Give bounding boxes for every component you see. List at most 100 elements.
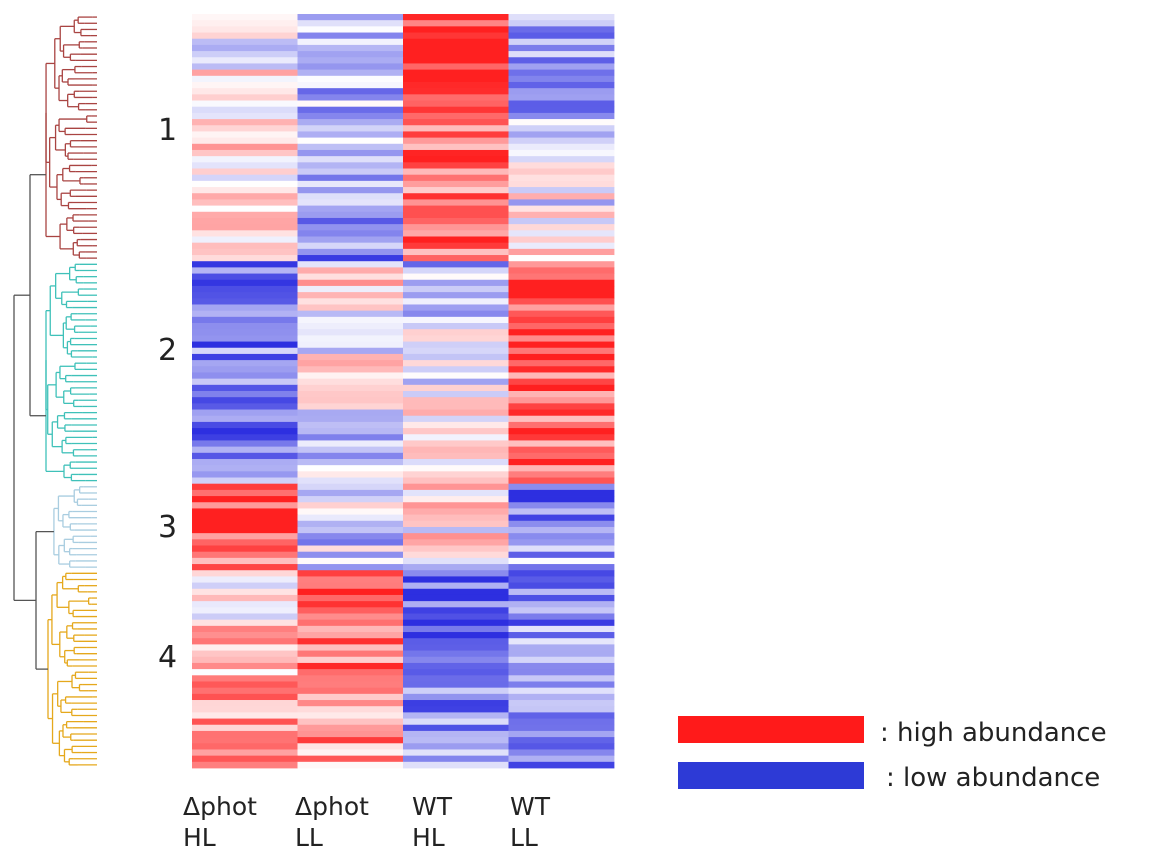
heatmap-cell: [192, 248, 298, 256]
heatmap-cell: [508, 32, 615, 40]
heatmap-cell: [297, 520, 404, 528]
heatmap-cell: [192, 32, 298, 40]
heatmap-cell: [297, 329, 404, 336]
heatmap-cell: [192, 162, 298, 169]
heatmap-cell: [403, 205, 509, 213]
heatmap-cell: [192, 520, 298, 528]
heatmap-cell: [508, 347, 615, 355]
heatmap-cell: [297, 712, 404, 719]
heatmap-cell: [508, 545, 615, 553]
heatmap-cell: [508, 415, 615, 423]
heatmap-cell: [508, 69, 615, 77]
heatmap-cell: [508, 669, 615, 676]
heatmap-cell: [508, 261, 615, 268]
heatmap-cell: [297, 669, 404, 676]
heatmap-cell: [403, 156, 509, 163]
heatmap-cell: [403, 465, 509, 472]
heatmap-cell: [403, 137, 509, 145]
heatmap-cell: [192, 434, 298, 441]
heatmap-cell: [192, 693, 298, 701]
heatmap-cell: [403, 32, 509, 40]
heatmap-cell: [508, 119, 615, 126]
heatmap-cell: [297, 681, 404, 689]
heatmap-cell: [297, 526, 404, 534]
heatmap-cell: [192, 119, 298, 126]
heatmap-cell: [508, 51, 615, 58]
heatmap-cell: [508, 755, 615, 763]
heatmap-cell: [403, 440, 509, 448]
heatmap-cell: [297, 112, 404, 120]
heatmap-cell: [297, 217, 404, 225]
heatmap-cell: [297, 378, 404, 386]
heatmap-cell: [192, 391, 298, 398]
heatmap-cell: [192, 174, 298, 182]
heatmap-cell: [192, 428, 298, 435]
heatmap-cell: [297, 63, 404, 71]
heatmap-cell: [508, 14, 615, 21]
heatmap-cell: [297, 496, 404, 503]
heatmap-cell: [192, 755, 298, 763]
heatmap-cell: [192, 261, 298, 268]
heatmap-cell: [297, 428, 404, 435]
heatmap-cell: [192, 353, 298, 361]
heatmap-cell: [508, 353, 615, 361]
heatmap-cell: [192, 137, 298, 145]
heatmap-cell: [508, 162, 615, 169]
heatmap-cell: [508, 143, 615, 151]
heatmap-cell: [297, 576, 404, 583]
heatmap-cell: [192, 149, 298, 157]
column-label: Δphot: [295, 792, 369, 821]
heatmap-cell: [297, 737, 404, 744]
heatmap-cell: [192, 502, 298, 509]
heatmap-cell: [297, 650, 404, 658]
heatmap-cell: [192, 533, 298, 540]
heatmap-cell: [403, 619, 509, 627]
heatmap-cell: [297, 193, 404, 200]
heatmap-cell: [297, 644, 404, 651]
heatmap-cell: [192, 594, 298, 602]
heatmap-cell: [403, 489, 509, 497]
heatmap-cell: [508, 539, 615, 546]
heatmap-cell: [297, 564, 404, 571]
heatmap-cell: [403, 81, 509, 89]
heatmap-cell: [508, 75, 615, 83]
heatmap-cell: [297, 187, 404, 194]
heatmap-cell: [508, 619, 615, 627]
heatmap-cell: [508, 255, 615, 262]
heatmap-cell: [192, 255, 298, 262]
heatmap-cell: [297, 26, 404, 33]
heatmap-cell: [297, 607, 404, 614]
heatmap-cell: [297, 106, 404, 114]
heatmap-cell: [297, 366, 404, 373]
heatmap-cell: [403, 199, 509, 206]
heatmap-cell: [403, 119, 509, 126]
heatmap-cell: [297, 508, 404, 516]
heatmap-cell: [297, 156, 404, 163]
heatmap-cell: [403, 187, 509, 194]
heatmap-grid: [192, 14, 615, 769]
heatmap-cell: [192, 106, 298, 114]
heatmap-cell: [192, 384, 298, 392]
heatmap-cell: [508, 267, 615, 274]
heatmap-cell: [403, 131, 509, 139]
legend: : high abundance : low abundance: [678, 716, 1107, 793]
heatmap-cell: [403, 428, 509, 435]
heatmap-cell: [297, 471, 404, 478]
heatmap-cell: [508, 564, 615, 571]
cluster-labels: 1 2 3 4: [158, 113, 177, 675]
heatmap-cell: [297, 304, 404, 312]
heatmap-cell: [403, 582, 509, 590]
heatmap-cell: [297, 162, 404, 169]
heatmap-cell: [403, 675, 509, 682]
heatmap-cell: [192, 26, 298, 33]
heatmap-cell: [297, 174, 404, 182]
heatmap-cell: [192, 242, 298, 250]
heatmap-cell: [508, 403, 615, 410]
heatmap-cell: [297, 755, 404, 763]
heatmap-cell: [508, 588, 615, 596]
heatmap-cell: [403, 570, 509, 577]
heatmap-cell: [508, 409, 615, 417]
heatmap-cell: [297, 279, 404, 287]
heatmap-cell: [297, 230, 404, 237]
heatmap-cell: [403, 366, 509, 373]
